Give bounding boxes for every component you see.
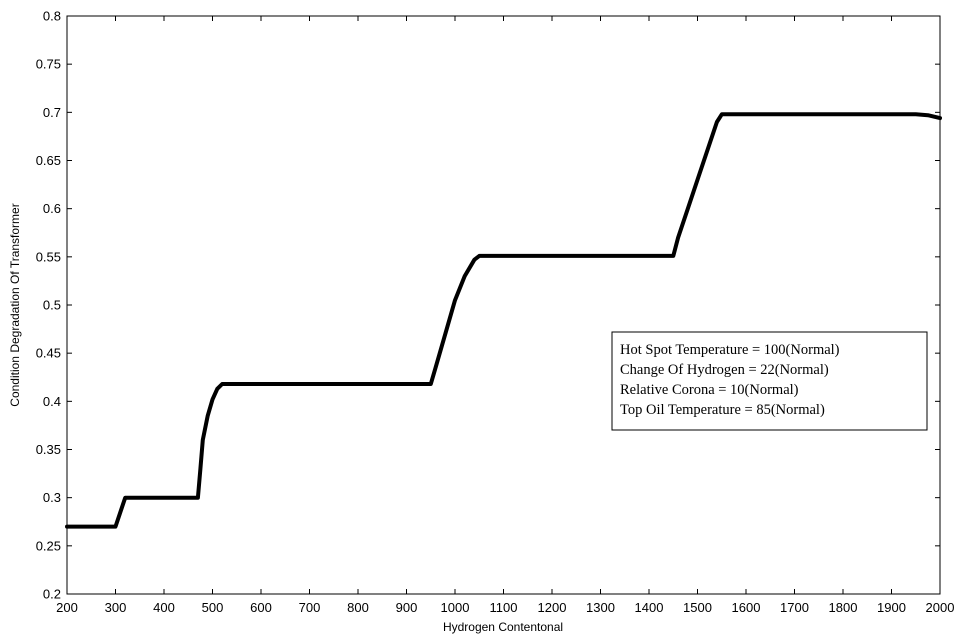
x-tick-label: 1700: [780, 600, 809, 615]
y-tick-label: 0.6: [43, 201, 61, 216]
annotation-frame: [611, 331, 928, 431]
x-tick-label: 400: [153, 600, 175, 615]
x-tick-label: 1200: [538, 600, 567, 615]
x-tick-label: 1800: [829, 600, 858, 615]
annotation-line: Change Of Hydrogen = 22(Normal): [620, 362, 829, 378]
x-tick-label: 1300: [586, 600, 615, 615]
x-tick-label: 1600: [732, 600, 761, 615]
x-tick-label: 700: [299, 600, 321, 615]
series-line: [65, 112, 942, 529]
y-tick-label: 0.7: [43, 105, 61, 120]
annotation-line: Relative Corona = 10(Normal): [620, 382, 799, 398]
y-tick-label: 0.55: [36, 249, 61, 264]
y-tick-label: 0.5: [43, 298, 61, 313]
y-tick-label: 0.8: [43, 9, 61, 24]
x-tick-label: 800: [347, 600, 369, 615]
y-tick-label: 0.25: [36, 538, 61, 553]
annotation-line: Top Oil Temperature = 85(Normal): [620, 402, 825, 418]
y-tick-label: 0.2: [43, 587, 61, 602]
x-tick-label: 200: [56, 600, 78, 615]
y-tick-label: 0.35: [36, 442, 61, 457]
y-tick-label: 0.4: [43, 394, 61, 409]
x-tick-label: 1400: [635, 600, 664, 615]
annotation-line: Hot Spot Temperature = 100(Normal): [620, 342, 840, 358]
y-tick-label: 0.45: [36, 346, 61, 361]
y-tick-label: 0.65: [36, 153, 61, 168]
x-axis-label: Hydrogen Contentonal: [443, 620, 563, 634]
x-tick-label: 1900: [877, 600, 906, 615]
x-tick-label: 1100: [490, 600, 518, 615]
y-tick-label: 0.3: [43, 490, 61, 505]
tick-marks: [66, 15, 941, 595]
x-tick-label: 600: [250, 600, 272, 615]
x-tick-label: 900: [396, 600, 418, 615]
x-tick-label: 2000: [926, 600, 955, 615]
y-tick-labels: 0.2 0.25 0.3 0.35 0.4 0.45 0.5 0.55 0.6 0.65 0.7 0.…: [36, 9, 61, 602]
annotation-box: Hot Spot Temperature = 100(Normal) Chang…: [611, 331, 928, 431]
y-axis-label: Condition Degradation Of Transformer: [8, 203, 22, 406]
plot-frame: [66, 15, 941, 595]
x-tick-label: 300: [105, 600, 127, 615]
x-tick-label: 500: [202, 600, 224, 615]
y-tick-label: 0.75: [36, 57, 61, 72]
x-tick-label: 1000: [441, 600, 470, 615]
x-tick-label: 1500: [683, 600, 712, 615]
x-tick-labels: 200 300 400 500 600 700 800 900 1000 1100 1200 1300…: [56, 600, 954, 615]
